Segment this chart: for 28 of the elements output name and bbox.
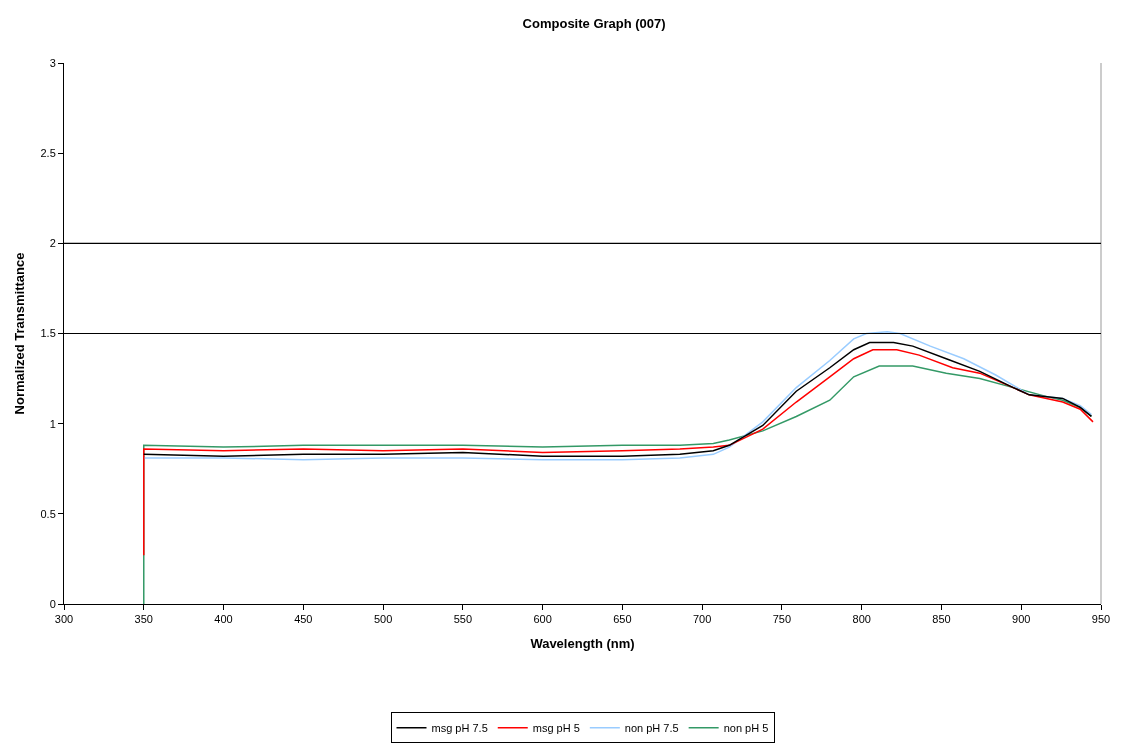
x-tick-label: 300 [54, 613, 74, 626]
x-tick-label: 950 [1091, 613, 1111, 626]
x-tick-label: 850 [932, 613, 951, 626]
x-tick-label: 750 [772, 613, 792, 626]
y-tick-label: 2.5 [40, 147, 56, 160]
x-tick-label: 900 [1012, 613, 1031, 626]
y-tick-label: 1 [49, 417, 56, 430]
chart-title: Composite Graph (007) [522, 15, 666, 31]
x-tick-label: 500 [373, 613, 393, 626]
x-tick-label: 350 [134, 613, 153, 626]
legend-label: non pH 5 [723, 721, 769, 734]
x-axis-title: Wavelength (nm) [530, 635, 635, 651]
legend-label: msg pH 7.5 [431, 721, 488, 734]
y-tick-label: 2 [49, 237, 56, 250]
y-tick-label: 0 [49, 597, 56, 610]
y-tick-label: 3 [49, 56, 56, 69]
x-tick-label: 700 [692, 613, 712, 626]
y-axis-title: Normalized Transmittance [12, 252, 28, 415]
x-tick-label: 800 [852, 613, 871, 626]
legend-label: msg pH 5 [532, 721, 580, 734]
x-tick-label: 600 [533, 613, 552, 626]
x-tick-label: 400 [214, 613, 233, 626]
legend-label: non pH 7.5 [624, 721, 679, 734]
y-tick-label: 0.5 [40, 507, 56, 520]
x-tick-label: 650 [613, 613, 632, 626]
x-tick-label: 550 [453, 613, 473, 626]
y-tick-label: 1.5 [40, 327, 56, 340]
x-tick-label: 450 [294, 613, 313, 626]
